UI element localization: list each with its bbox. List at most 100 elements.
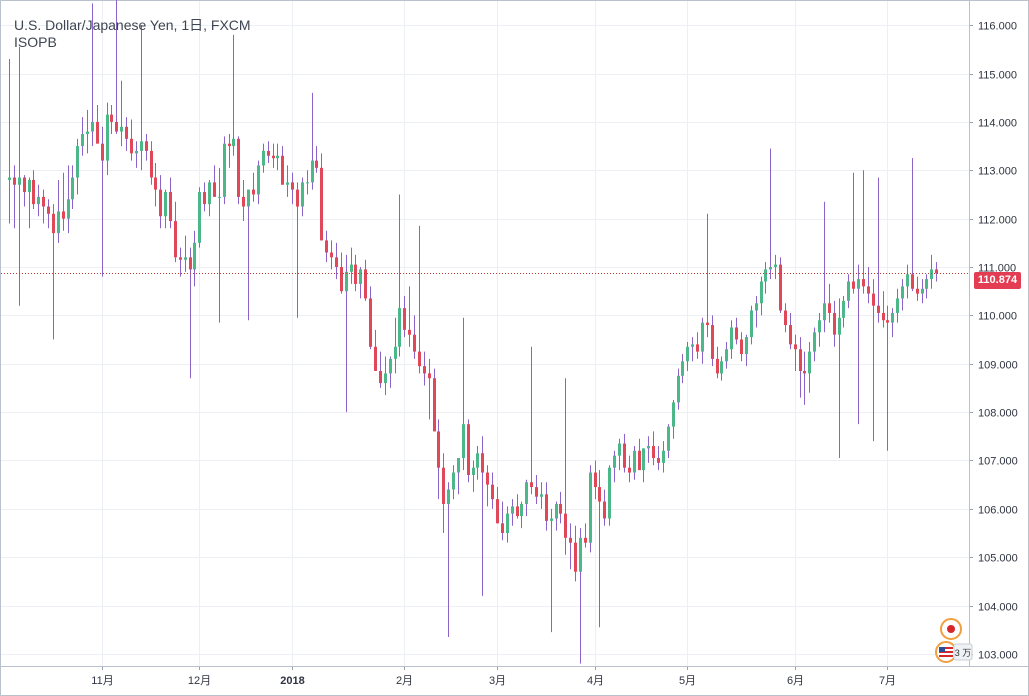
candle-body [691,344,694,347]
candle-body [398,308,401,347]
candle-body [867,286,870,294]
event-marker-us-icon[interactable]: 3 万 [935,641,973,663]
candle-body [613,455,616,468]
candle-body [628,467,631,473]
candle-body [794,344,797,350]
candle-body [364,269,367,299]
candle-body [115,121,118,132]
candle-body [925,279,928,289]
candles-group [8,0,938,664]
candle-body [774,264,777,267]
candle-body [760,281,763,304]
candle-body [598,487,601,502]
candle-body [81,134,84,147]
candle-body [535,487,538,497]
candle-body [501,523,504,533]
candle-body [706,322,709,326]
candle-body [413,334,416,352]
candle-body [813,332,816,352]
candle-body [735,327,738,340]
candle-body [306,182,309,184]
candle-body [711,325,714,359]
candle-body [37,196,40,205]
candle-body [86,131,89,134]
candle-body [750,310,753,338]
candle-body [882,312,885,321]
candle-body [242,196,245,207]
candle-body [32,179,35,205]
y-tick-label: 109.000 [978,360,1018,372]
candle-body [179,257,182,260]
candle-body [150,150,153,178]
candle-body [447,489,450,504]
candle-body [96,121,99,144]
y-tick-label: 111.000 [978,263,1016,275]
candle-body [730,327,733,350]
candle-body [213,182,216,197]
x-tick-label: 2月 [396,675,413,687]
candle-body [23,177,26,193]
candle-body [921,288,924,294]
candle-body [852,281,855,289]
candle-body [428,373,431,379]
candle-body [662,450,665,463]
candle-body [725,349,728,362]
candle-body [672,402,675,427]
candle-body [237,138,240,197]
candle-body [340,267,343,292]
candle-body [389,358,392,374]
candle-body [67,199,70,219]
candle-body [525,482,528,504]
candle-body [789,325,792,345]
candle-body [379,370,382,384]
candle-body [228,143,231,147]
candle-body [652,445,655,459]
candle-body [828,303,831,313]
y-tick-label: 115.000 [978,70,1017,82]
candle-body [667,426,670,451]
candle-body [716,358,719,374]
candle-body [579,537,582,572]
candle-body [481,453,484,473]
candle-body [452,472,455,490]
candle-body [140,141,143,151]
chart-indicator-label: ISOPB [14,34,57,50]
candle-body [623,443,626,468]
candle-body [320,167,323,241]
candle-body [642,448,645,471]
candle-body [891,312,894,323]
candle-body [516,506,519,517]
candle-body [833,312,836,335]
candle-body [872,293,875,306]
candle-body [545,494,548,521]
candle-body [291,182,294,190]
candle-body [164,192,167,217]
candle-body [638,450,641,471]
candle-body [555,503,558,519]
candle-body [437,431,440,468]
candle-body [101,143,104,161]
candle-body [594,472,597,488]
candle-body [862,279,865,287]
japan-flag-icon [940,618,962,640]
candle-body [618,443,621,456]
candle-body [301,182,304,207]
candle-body [442,467,445,504]
x-tick-label: 6月 [787,675,804,687]
candle-body [696,344,699,352]
candle-body [71,177,74,200]
candle-body [76,146,79,178]
candle-body [384,373,387,384]
x-tick-label: 11月 [91,675,113,687]
candle-body [335,257,338,267]
candle-body [569,537,572,543]
y-tick-label: 108.000 [978,408,1018,420]
event-count-badge: 3 万 [955,648,972,658]
candle-body [47,206,50,214]
y-tick-label: 114.000 [978,118,1017,130]
candle-body [8,177,11,180]
candle-body [779,264,782,311]
event-marker-japan-icon[interactable] [940,618,962,640]
candle-body [232,138,235,147]
